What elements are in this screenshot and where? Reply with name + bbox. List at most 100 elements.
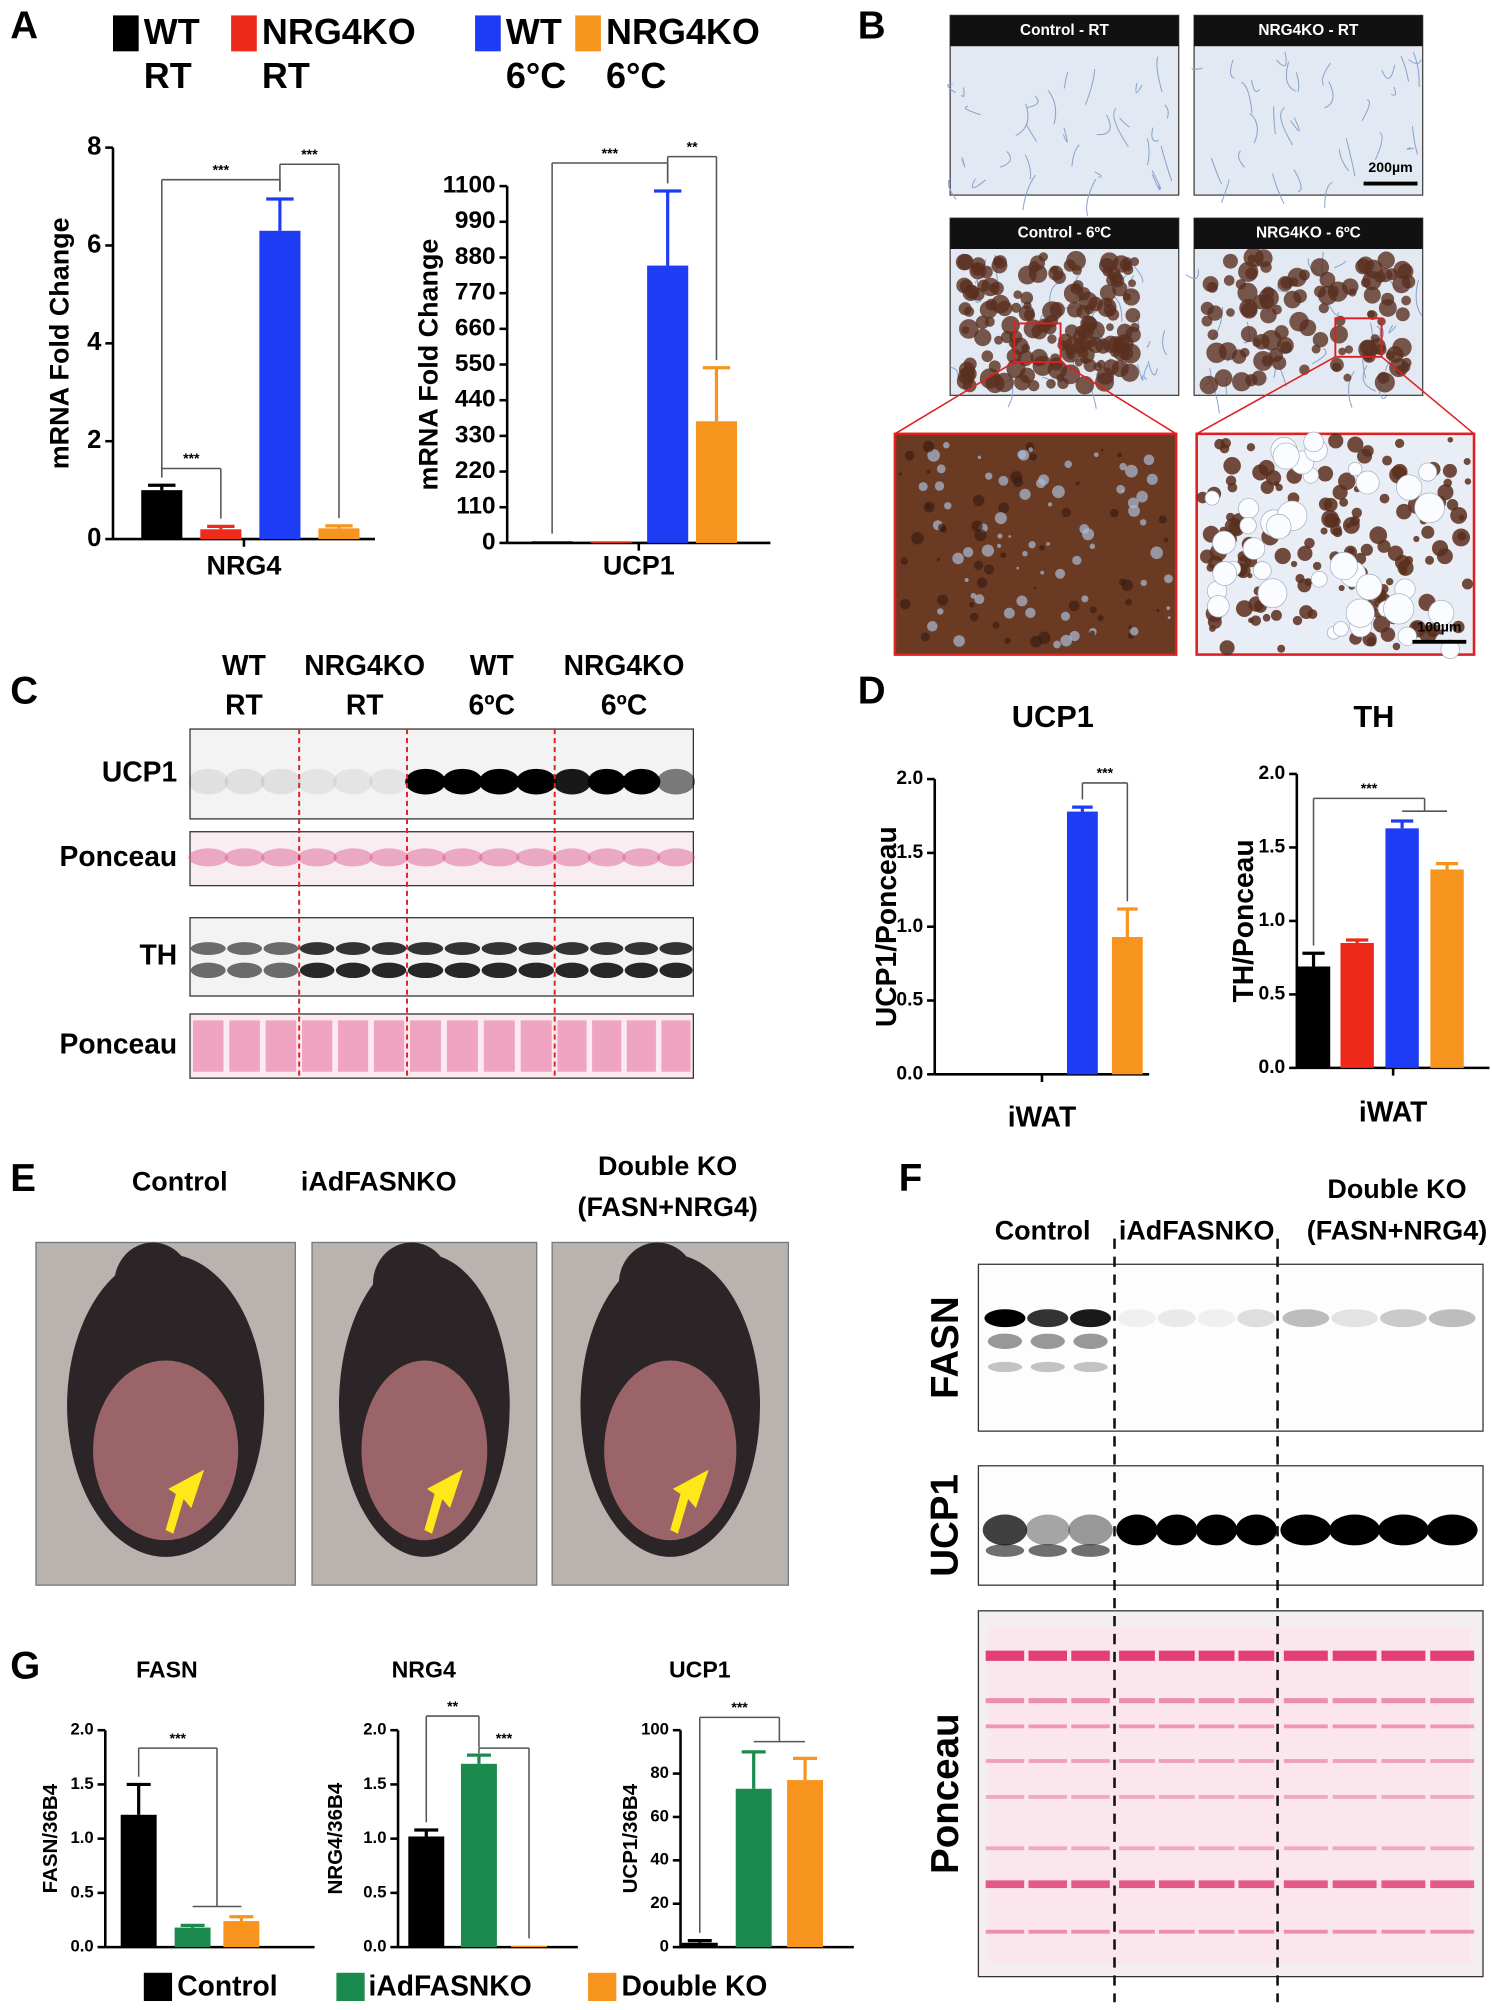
stained-cells — [1112, 280, 1128, 297]
bar — [787, 1780, 824, 1948]
stained-cells — [1304, 537, 1315, 549]
stained-cells — [1438, 629, 1444, 635]
tissue-texture — [1249, 112, 1258, 144]
blot-band — [1238, 1880, 1275, 1889]
tissue-texture — [953, 635, 965, 647]
adipocyte — [1329, 551, 1358, 581]
blot-row-label: Ponceau — [924, 1714, 967, 1874]
stained-cells — [1247, 254, 1257, 264]
error-bar — [687, 1938, 712, 1943]
blot-row-label: UCP1 — [924, 1474, 967, 1577]
adipocyte — [1383, 593, 1415, 625]
photo-title: iAdFASNKO — [301, 1167, 457, 1197]
significance-label: *** — [213, 161, 230, 177]
tissue-texture — [1022, 174, 1037, 211]
stained-cells — [1363, 286, 1381, 304]
stained-cells — [1235, 279, 1246, 290]
blot-band — [405, 768, 446, 795]
stained-cells — [1224, 517, 1243, 536]
blot-band — [1028, 1650, 1067, 1661]
blot-band — [1158, 1650, 1195, 1661]
blot-band — [1332, 1929, 1377, 1934]
arrow — [165, 1469, 205, 1534]
stained-cells — [1463, 458, 1471, 466]
tissue-texture — [1411, 126, 1419, 155]
stained-cells — [1074, 358, 1083, 367]
stained-cells — [1274, 547, 1291, 565]
lane-label: WT — [222, 649, 266, 681]
tissue-texture — [1412, 52, 1420, 87]
stained-cells — [1107, 267, 1121, 281]
stained-cells — [1056, 374, 1065, 382]
tissue-texture — [981, 544, 995, 557]
y-tick-label: 6 — [87, 230, 101, 258]
tissue-texture — [1140, 579, 1147, 587]
bar — [1296, 966, 1331, 1068]
stained-cells — [1318, 497, 1333, 511]
panel-label: B — [858, 4, 886, 47]
blot-band — [260, 768, 301, 795]
tissue-texture — [1069, 630, 1080, 642]
stained-cells — [1223, 275, 1235, 286]
blot-band — [1119, 1724, 1155, 1729]
stained-cells — [1348, 288, 1357, 297]
blot-band — [1071, 1698, 1110, 1704]
tissue-texture — [1075, 481, 1080, 486]
tissue-texture — [1063, 71, 1069, 89]
stained-cells — [1047, 359, 1068, 380]
tissue-texture — [1390, 86, 1397, 96]
adipocyte — [1414, 492, 1445, 524]
lane-label: (FASN+NRG4) — [1307, 1215, 1487, 1245]
stained-cells — [990, 294, 1010, 314]
blot-row-label: FASN — [924, 1296, 967, 1399]
stained-cells — [1299, 605, 1314, 620]
stained-cells — [1109, 346, 1121, 358]
blot-band — [188, 768, 229, 795]
y-tick-label: 8 — [87, 132, 101, 160]
stained-cells — [1083, 359, 1097, 372]
stained-cells — [1042, 301, 1063, 322]
adipocyte — [1212, 530, 1236, 555]
blot-band — [1119, 1880, 1155, 1889]
stained-cells — [1332, 527, 1343, 538]
tissue-texture — [1338, 149, 1350, 172]
blot-band — [369, 848, 409, 867]
stained-cells — [1401, 295, 1412, 306]
stained-cells — [1020, 291, 1034, 305]
y-tick-label: 1.5 — [896, 842, 923, 863]
tissue-texture — [1311, 348, 1327, 365]
blot-band — [1071, 1846, 1110, 1851]
blot-band — [337, 1020, 369, 1072]
blot-band — [1028, 1846, 1067, 1851]
tissue-texture — [985, 472, 993, 480]
tissue-texture — [937, 594, 949, 606]
blot-band — [659, 962, 693, 979]
blot-band — [552, 768, 592, 795]
blot-band — [555, 942, 589, 955]
blot-band — [987, 1333, 1023, 1349]
bar — [460, 1763, 497, 1948]
lane-label: Control — [995, 1215, 1091, 1245]
stained-cells — [1122, 288, 1140, 306]
tissue-texture — [1295, 72, 1300, 92]
stained-cells — [988, 360, 1001, 373]
tissue-texture — [1038, 474, 1050, 486]
stained-cells — [1240, 347, 1250, 358]
adipocyte — [1355, 470, 1380, 495]
tissue-texture — [1362, 365, 1376, 392]
blot-image — [189, 917, 694, 997]
stained-cells — [1199, 375, 1219, 395]
stained-cells — [1318, 302, 1329, 314]
stained-cells — [1396, 503, 1412, 520]
y-tick-label: 2.0 — [1259, 763, 1286, 784]
stained-cells — [1381, 292, 1395, 306]
tissue-texture — [1133, 265, 1144, 283]
blot-band — [1430, 1759, 1475, 1763]
blot-band — [1073, 1361, 1108, 1373]
blot-band — [1282, 1309, 1330, 1328]
tissue-texture — [1361, 99, 1370, 122]
error-bar — [1390, 819, 1414, 829]
tissue-texture — [1016, 595, 1028, 607]
tissue-texture — [1072, 555, 1082, 566]
